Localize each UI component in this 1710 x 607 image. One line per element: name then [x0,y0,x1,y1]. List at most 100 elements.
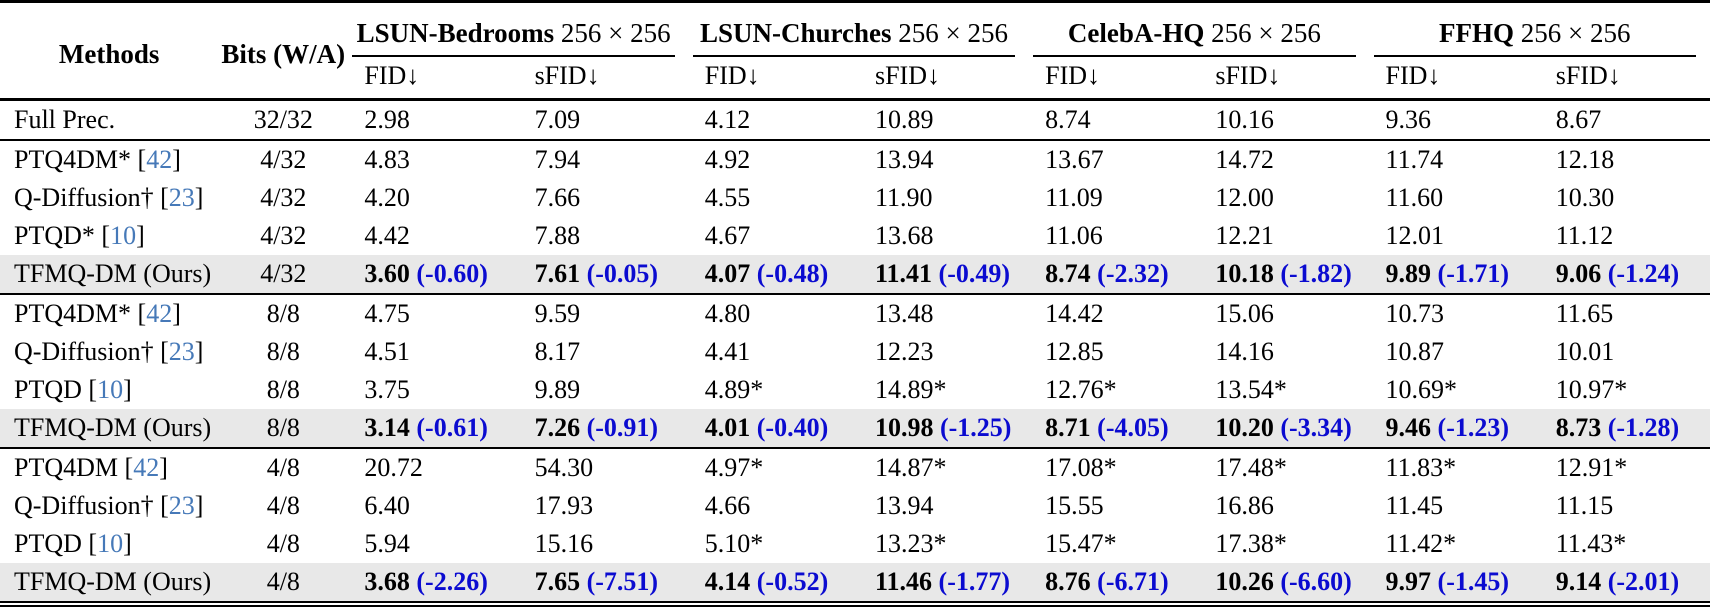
metric-cell: 4.89* [704,375,764,404]
metric-value: 9.46 [1385,413,1432,442]
bits-cell: 8/8 [266,375,300,404]
dataset-resolution: 256 × 256 [560,18,671,48]
metric-cell: 4.67 [704,221,751,250]
metric-cell: 11.12 [1555,221,1614,250]
metric-delta: (-2.26) [416,567,488,596]
metric-value: 8.73 [1555,413,1602,442]
metric-delta: (-0.52) [756,567,829,596]
method-cell: TFMQ-DM (Ours) [0,563,219,601]
method-cell: PTQ4DM [42] [0,447,219,487]
metric-value: 3.60 [364,259,410,288]
fid-header: FID↓ [688,57,859,101]
metric-cell: 10.18 (-1.82) [1199,255,1370,294]
bits-cell: 8/8 [218,293,349,333]
bits-cell: 4/8 [218,563,349,601]
method-name: Full Prec. [14,105,116,134]
metric-value: 8.74 [1045,259,1091,288]
method-name: PTQ4DM* [14,299,132,328]
metric-cell: 4.01 (-0.40) [688,409,859,448]
method-cell: Full Prec. [0,100,218,141]
metric-value: 8.76 [1045,567,1091,596]
metric-cell: 17.93 [534,491,594,520]
bits-cell: 8/8 [266,337,300,366]
metric-value: 9.14 [1555,567,1602,596]
metric-value: 9.89 [1385,259,1432,288]
metric-delta: (-2.32) [1097,259,1169,288]
fid-header: FID↓ [1369,57,1540,101]
metric-cell: 3.68 (-2.26) [348,563,519,601]
metric-cell: 5.10* [704,529,764,558]
citation-link[interactable]: 10 [97,529,124,558]
metric-value: 9.97 [1385,567,1432,596]
metric-cell: 20.72 [348,447,519,487]
dataset-name: LSUN-Bedrooms [356,18,555,48]
metric-cell: 12.18 [1539,139,1710,179]
metric-cell: 10.69* [1385,375,1458,404]
method-name: TFMQ-DM (Ours) [14,413,212,442]
method-cell: TFMQ-DM (Ours) [0,255,219,294]
method-name: TFMQ-DM (Ours) [14,259,212,288]
table-row: PTQ4DM* [42] 4/32 4.83 7.94 4.92 13.94 13.67 14… [0,139,1710,179]
citation-link[interactable]: 23 [168,337,195,366]
metric-cell: 8.74 (-2.32) [1029,255,1200,294]
metric-value: 10.18 [1215,259,1274,288]
method-name: PTQD [14,375,82,404]
metric-cell: 9.46 (-1.23) [1369,409,1540,448]
metric-cell: 12.01 [1385,221,1445,250]
table-row: Full Prec. 32/32 2.98 7.09 4.12 10.89 8.74 10.1… [0,100,1710,141]
citation-link[interactable]: 42 [146,299,173,328]
method-cell: PTQ4DM* [42] [0,293,219,333]
metric-cell: 10.73 [1369,293,1540,333]
metric-delta: (-1.45) [1437,567,1510,596]
metric-cell: 4.55 [704,183,751,212]
metric-value: 11.46 [874,567,933,596]
citation-link[interactable]: 23 [168,491,195,520]
method-name: TFMQ-DM (Ours) [14,567,212,596]
metric-cell: 6.40 [364,491,410,520]
metric-value: 10.26 [1215,567,1274,596]
metric-cell: 11.65 [1539,293,1710,333]
metric-cell: 13.68 [874,221,934,250]
group-header-lsun-bedrooms: LSUN-Bedrooms 256 × 256 [348,2,688,57]
citation-link[interactable]: 10 [97,375,124,404]
citation-link[interactable]: 42 [133,453,160,482]
metric-delta: (-1.82) [1280,259,1352,288]
metric-cell: 12.91* [1539,447,1710,487]
metric-cell: 11.90 [874,183,933,212]
metric-cell: 4.83 [348,139,519,179]
metric-cell: 17.08* [1029,447,1200,487]
metric-cell: 4.97* [688,447,859,487]
method-cell: PTQD [10] [14,529,132,558]
metric-cell: 8.71 (-4.05) [1029,409,1200,448]
metric-cell: 3.14 (-0.61) [348,409,519,448]
metric-delta: (-1.24) [1607,259,1680,288]
metric-cell: 11.46 (-1.77) [858,563,1030,601]
citation-link[interactable]: 42 [146,145,173,174]
table-row: TFMQ-DM (Ours) 4/32 3.60 (-0.60) 7.61 (-0.0… [0,255,1710,294]
table-row: TFMQ-DM (Ours) 8/8 3.14 (-0.61) 7.26 (-0.91… [0,409,1710,448]
metric-delta: (-6.71) [1097,567,1169,596]
metric-cell: 17.48* [1199,447,1370,487]
metric-cell: 7.61 (-0.05) [518,255,689,294]
method-cell: PTQD* [10] [14,221,145,250]
table-row: TFMQ-DM (Ours) 4/8 3.68 (-2.26) 7.65 (-7.51… [0,563,1710,601]
metric-delta: (-1.28) [1607,413,1680,442]
table-row: PTQD* [10] 4/32 4.42 7.88 4.67 13.68 11.06 12.2… [0,217,1710,255]
metric-cell: 10.87 [1385,337,1445,366]
citation-link[interactable]: 23 [168,183,195,212]
metric-cell: 11.15 [1555,491,1614,520]
metric-cell: 15.47* [1045,529,1117,558]
metric-cell: 11.41 (-0.49) [858,255,1030,294]
method-cell: Q-Diffusion† [23] [14,337,204,366]
metric-cell: 12.76* [1045,375,1117,404]
metric-value: 8.71 [1045,413,1091,442]
metric-value: 9.06 [1555,259,1602,288]
metric-cell: 14.42 [1029,293,1200,333]
metric-cell: 10.30 [1555,183,1615,212]
table-row: PTQ4DM* [42] 8/8 4.75 9.59 4.80 13.48 14.42 15.… [0,293,1710,333]
method-name: PTQ4DM [14,453,119,482]
metric-cell: 4.80 [688,293,859,333]
citation-link[interactable]: 10 [110,221,137,250]
metric-cell: 15.06 [1199,293,1370,333]
